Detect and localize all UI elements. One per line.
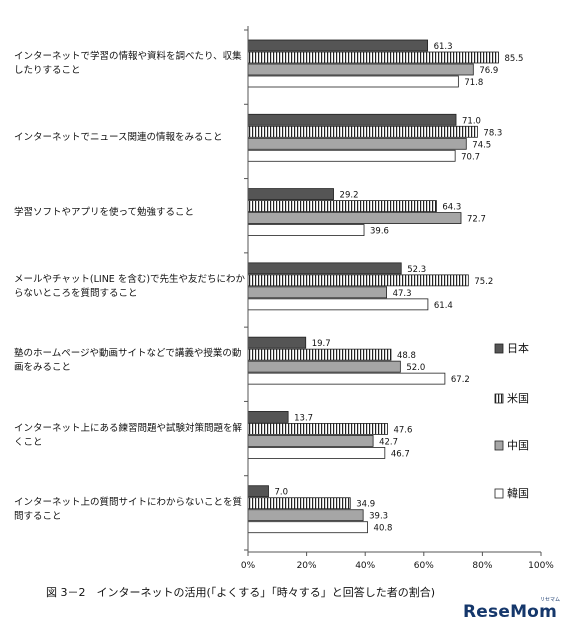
bars-group: 61.3 85.5 76.9 71.8 71.078.3 74.5 70.7 29.2 64.3… (247, 39, 524, 534)
bar-japan-0 (247, 39, 429, 52)
watermark-small-text: リセマム (540, 597, 561, 603)
bar-usa-4 (247, 348, 392, 361)
bar-korea-4 (247, 372, 446, 385)
data-label: 47.6 (393, 425, 412, 435)
data-label: 52.3 (407, 265, 426, 275)
data-label: 76.9 (479, 66, 498, 76)
data-label: 47.3 (393, 289, 412, 299)
bar-korea-5 (247, 447, 386, 459)
data-label: 78.3 (483, 128, 502, 138)
bar-china-4 (247, 360, 401, 373)
data-label: 39.6 (370, 227, 389, 237)
bar-korea-1 (247, 149, 456, 162)
data-label: 61.3 (434, 42, 453, 52)
x-tick-label: 40% (355, 561, 375, 571)
legend-label: 中国 (507, 439, 529, 452)
figure-caption: 図 3－2 インターネットの活用(「よくする」「時々する」と回答した者の割合) (46, 586, 436, 599)
category-label: 学習ソフトやアプリを使って勉強すること (14, 206, 195, 218)
x-tick-label: 100% (528, 561, 554, 571)
legend-swatch (494, 440, 504, 451)
data-label: 48.8 (397, 351, 416, 361)
bar-usa-6 (247, 497, 351, 510)
data-label: 61.4 (434, 301, 453, 311)
data-label: 71.8 (464, 78, 483, 88)
data-label: 13.7 (294, 413, 313, 423)
data-label: 72.7 (467, 215, 486, 225)
data-label: 40.8 (374, 524, 393, 534)
x-tick-label: 80% (472, 561, 492, 571)
data-label: 67.2 (451, 375, 470, 385)
category-label: メールやチャット(LINE を含む)で先生や友だちにわからないところを質問するこ… (14, 274, 246, 299)
data-label: 19.7 (312, 339, 331, 349)
x-tick-label: 60% (414, 561, 434, 571)
watermark-logo: ReseMom (463, 602, 557, 622)
data-label: 74.5 (472, 140, 491, 150)
bar-usa-0 (247, 51, 499, 64)
data-label: 75.2 (474, 277, 493, 287)
axis-group: 0% 20% 40% 60% 80% 100% (241, 26, 554, 571)
bar-korea-0 (247, 75, 459, 88)
bar-usa-3 (247, 274, 469, 287)
category-label: インターネット上の質問サイトにわからないことを質問すること (14, 496, 243, 522)
data-label: 42.7 (379, 437, 398, 447)
bar-japan-4 (247, 336, 307, 349)
data-label: 34.9 (356, 500, 375, 510)
data-label: 85.5 (505, 54, 524, 64)
bar-china-2 (247, 212, 462, 224)
legend-swatch (494, 343, 504, 354)
category-label: 塾のホームページや動画サイトなどで講義や授業の動画をみること (14, 348, 242, 374)
data-label: 29.2 (340, 191, 359, 201)
legend-label: 日本 (507, 341, 529, 355)
bar-china-1 (247, 137, 467, 150)
legend-swatch (494, 488, 504, 499)
bar-japan-1 (247, 113, 457, 126)
data-label: 52.0 (406, 363, 425, 373)
legend-swatch (494, 393, 504, 404)
legend-label: 韓国 (507, 487, 529, 500)
bar-korea-3 (247, 298, 429, 311)
bar-china-6 (247, 509, 364, 522)
data-label: 64.3 (442, 203, 461, 213)
bar-usa-5 (247, 423, 388, 435)
bar-japan-2 (247, 188, 334, 200)
legend-label: 米国 (507, 392, 529, 405)
bar-korea-2 (247, 224, 365, 236)
bar-japan-6 (247, 485, 269, 498)
data-label: 39.3 (369, 512, 388, 522)
bar-usa-2 (247, 200, 437, 212)
x-tick-label: 20% (297, 561, 317, 571)
data-label: 46.7 (391, 449, 410, 459)
data-label: 71.0 (462, 116, 481, 126)
bar-china-3 (247, 286, 387, 299)
category-label: インターネット上にある練習問題や試験対策問題を解くこと (14, 422, 243, 448)
bar-japan-3 (247, 262, 402, 275)
category-label: インターネットでニュース関連の情報をみること (14, 132, 223, 144)
data-label: 7.0 (275, 488, 289, 498)
data-label: 70.7 (461, 152, 480, 162)
bar-china-0 (247, 63, 474, 76)
bar-china-5 (247, 435, 374, 447)
bar-usa-1 (247, 125, 478, 138)
bar-korea-6 (247, 521, 368, 534)
category-label: インターネットで学習の情報や資料を調べたり、収集したりすること (14, 51, 242, 77)
bar-japan-5 (247, 411, 289, 423)
x-tick-label: 0% (241, 561, 256, 571)
